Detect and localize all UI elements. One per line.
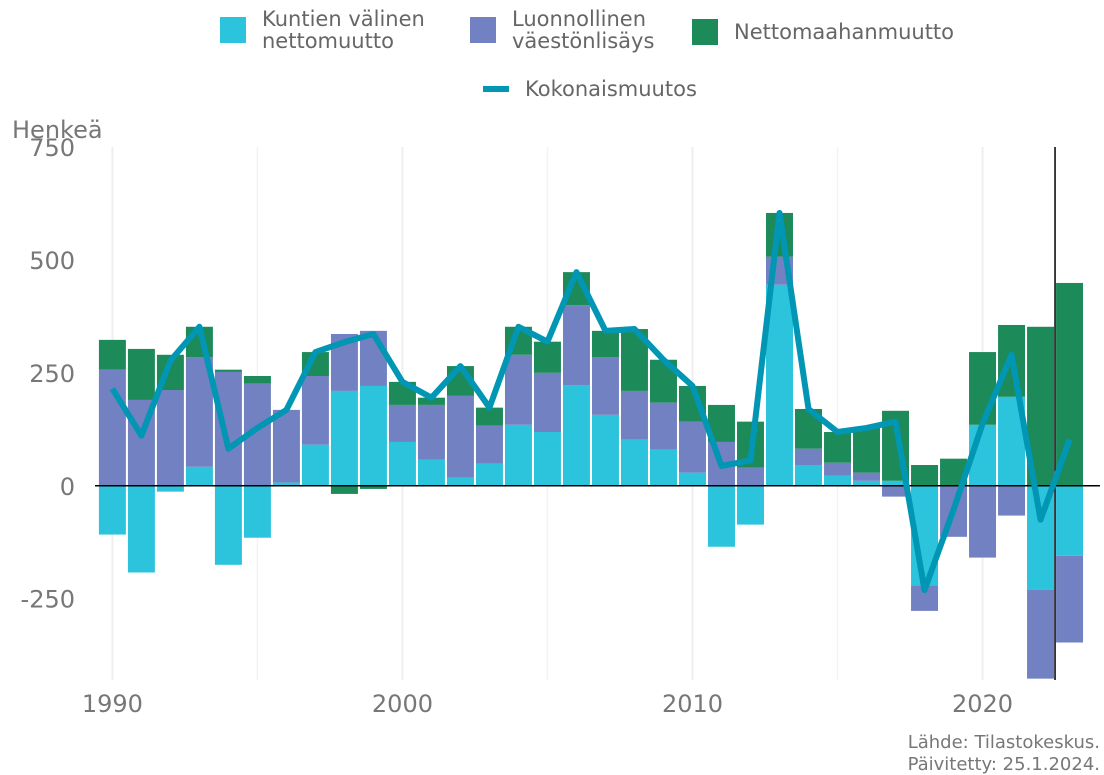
bar: [330, 390, 358, 486]
bar: [533, 372, 561, 433]
bar: [1056, 485, 1084, 556]
bar: [824, 462, 851, 476]
bar: [301, 376, 329, 445]
x-tick-label: 1990: [82, 690, 143, 718]
y-axis-label: Henkeä: [12, 116, 103, 144]
bar: [272, 409, 300, 483]
bar: [98, 369, 126, 486]
source: Lähde: Tilastokeskus.: [908, 732, 1100, 753]
bar: [359, 330, 387, 386]
bar: [766, 284, 793, 486]
bar: [679, 421, 706, 473]
bar: [649, 402, 677, 450]
bar: [853, 480, 881, 486]
bar: [185, 466, 213, 486]
y-tick-label: 500: [29, 247, 75, 275]
bar: [882, 485, 910, 497]
bar: [824, 475, 851, 486]
bar: [156, 485, 184, 492]
legend-item: Kuntien välinen nettomuutto: [220, 8, 460, 52]
bar: [214, 371, 242, 486]
bar: [591, 414, 619, 486]
bar: [708, 485, 735, 547]
bar: [649, 449, 677, 486]
bar: [795, 464, 822, 486]
bar: [417, 397, 445, 405]
bar: [98, 339, 126, 370]
legend-swatch: [470, 17, 496, 43]
bar: [795, 448, 822, 465]
bar: [911, 464, 939, 486]
legend-label: Kuntien välinen nettomuutto: [262, 7, 425, 53]
bar: [243, 485, 271, 538]
bar: [156, 390, 184, 486]
bar: [98, 485, 126, 535]
legend-item: Kokonaismuutos: [483, 78, 697, 100]
legend-label: Nettomaahanmuutto: [734, 20, 955, 44]
x-tick-label: 2020: [952, 690, 1013, 718]
bar: [475, 425, 503, 464]
bar: [882, 480, 910, 486]
bar: [127, 485, 155, 573]
bar: [388, 441, 416, 486]
bar: [504, 424, 532, 486]
bar: [359, 485, 387, 489]
bar: [243, 376, 271, 384]
bar: [737, 485, 764, 525]
legend-item: Luonnollinen väestönlisäys: [470, 8, 690, 52]
source: Päivitetty: 25.1.2024.: [908, 754, 1100, 775]
bar: [562, 385, 590, 486]
bar: [330, 485, 358, 494]
bar: [446, 395, 474, 478]
bar: [998, 485, 1026, 516]
bar: [301, 444, 329, 486]
bar: [562, 305, 590, 386]
y-tick-label: 250: [29, 360, 75, 388]
y-tick-label: 0: [60, 473, 75, 501]
bar: [737, 467, 764, 486]
bar: [417, 459, 445, 486]
bar: [591, 330, 619, 358]
bar: [679, 472, 706, 486]
bar: [969, 485, 997, 558]
bar: [127, 348, 155, 400]
bar: [533, 432, 561, 486]
y-tick-label: -250: [21, 586, 75, 614]
bar: [853, 472, 881, 481]
bar: [272, 482, 300, 486]
legend-swatch: [483, 86, 509, 92]
bar: [446, 477, 474, 486]
legend-swatch: [692, 19, 718, 45]
bar: [417, 404, 445, 460]
bar: [359, 385, 387, 486]
bar: [1056, 555, 1084, 643]
bar: [475, 407, 503, 426]
legend-label: Kokonaismuutos: [525, 77, 697, 101]
y-tick-label: 750: [29, 134, 75, 162]
bar: [824, 432, 851, 463]
bar: [214, 369, 242, 372]
bar: [969, 352, 997, 425]
bar: [620, 390, 648, 440]
bar: [620, 439, 648, 486]
bar: [1027, 589, 1055, 679]
bar: [475, 463, 503, 486]
legend-swatch: [220, 17, 246, 43]
bar: [504, 354, 532, 425]
x-tick-label: 2010: [662, 690, 723, 718]
bar: [1056, 282, 1084, 486]
bar: [853, 427, 881, 473]
legend-label: Luonnollinen väestönlisäys: [512, 7, 655, 53]
bar: [533, 341, 561, 373]
bar: [388, 404, 416, 442]
line: [109, 209, 1073, 594]
bar: [591, 357, 619, 415]
bar: [214, 485, 242, 565]
x-tick-label: 2000: [372, 690, 433, 718]
legend-item: Nettomaahanmuutto: [692, 19, 954, 45]
